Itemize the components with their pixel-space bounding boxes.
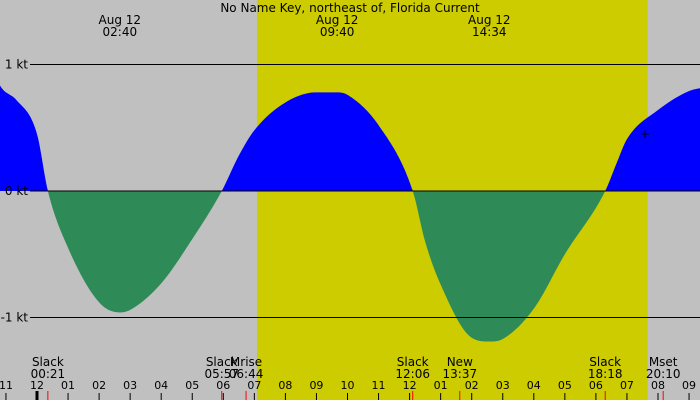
x-tick-label: 10 [341, 379, 355, 392]
event-time-label: 00:21 [31, 367, 66, 381]
top-date-label: Aug 12 [468, 13, 511, 27]
x-tick-label: 12 [30, 379, 44, 392]
event-time-label: 13:37 [443, 367, 478, 381]
event-name-label: Slack [206, 355, 238, 369]
x-tick-label: 01 [434, 379, 448, 392]
event-name-label: Mrise [230, 355, 262, 369]
event-time-label: 20:10 [646, 367, 681, 381]
flood-area [0, 85, 700, 191]
x-tick-label: 04 [154, 379, 168, 392]
x-tick-label: 05 [558, 379, 572, 392]
y-tick-label-1kt: 1 kt [5, 58, 28, 72]
y-tick-label-neg1kt: -1 kt [1, 311, 29, 325]
x-tick-label: 02 [465, 379, 479, 392]
event-time-label: 12:06 [395, 367, 430, 381]
x-tick-label: 06 [216, 379, 230, 392]
x-tick-label: 11 [0, 379, 13, 392]
top-time-label: 02:40 [103, 25, 138, 39]
x-tick-label: 09 [309, 379, 323, 392]
event-time-label: 05:57 [204, 367, 239, 381]
x-tick-label: 11 [372, 379, 386, 392]
event-time-label: 18:18 [588, 367, 623, 381]
y-tick-label-0kt: 0 kt [5, 184, 28, 198]
plus-marker: + [640, 127, 650, 141]
x-tick-label: 09 [682, 379, 696, 392]
event-name-label: New [447, 355, 473, 369]
x-tick-label: 01 [61, 379, 75, 392]
x-tick-label: 06 [589, 379, 603, 392]
x-tick-label: 08 [651, 379, 665, 392]
x-tick-label: 07 [247, 379, 261, 392]
event-time-label: 06:44 [229, 367, 264, 381]
top-time-label: 09:40 [320, 25, 355, 39]
x-tick-label: 02 [92, 379, 106, 392]
top-date-label: Aug 12 [316, 13, 359, 27]
x-tick-label: 03 [496, 379, 510, 392]
x-tick-label: 05 [185, 379, 199, 392]
x-tick-label: 08 [278, 379, 292, 392]
x-tick-label: 03 [123, 379, 137, 392]
event-name-label: Slack [32, 355, 64, 369]
ebb-area [0, 191, 700, 342]
top-time-label: 14:34 [472, 25, 507, 39]
event-name-label: Slack [589, 355, 621, 369]
x-tick-label: 12 [403, 379, 417, 392]
top-date-label: Aug 12 [99, 13, 142, 27]
x-tick-label: 04 [527, 379, 541, 392]
chart-title: No Name Key, northeast of, Florida Curre… [220, 1, 480, 15]
x-tick-label: 07 [620, 379, 634, 392]
event-name-label: Mset [649, 355, 678, 369]
event-name-label: Slack [397, 355, 429, 369]
